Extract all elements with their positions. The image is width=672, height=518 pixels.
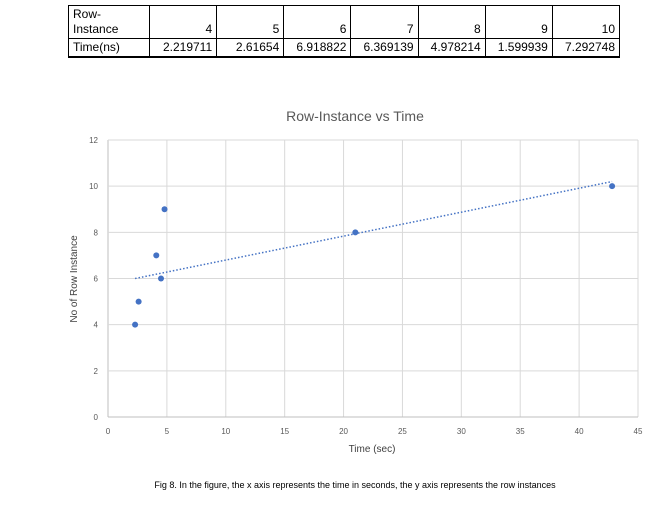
row-instance-row: Row- Instance 4 5 6 7 8 9 10 [68, 5, 621, 39]
data-point [153, 252, 160, 259]
row-instance-header: Row- Instance [68, 5, 150, 39]
x-axis-label: Time (sec) [349, 444, 396, 455]
data-point [135, 298, 142, 305]
time-row: Time(ns) 2.219711 2.61654 6.918822 6.369… [68, 38, 621, 58]
y-tick-label: 2 [94, 367, 99, 376]
data-point [609, 183, 616, 190]
x-tick-label: 30 [457, 427, 466, 436]
x-tick-label: 15 [280, 427, 289, 436]
y-tick-label: 8 [94, 228, 99, 237]
data-table: Row- Instance 4 5 6 7 8 9 10 Time(ns) 2.… [68, 5, 621, 58]
chart-title: Row-Instance vs Time [286, 108, 424, 124]
x-tick-label: 5 [165, 427, 170, 436]
x-tick-label: 40 [575, 427, 584, 436]
y-tick-label: 4 [94, 321, 99, 330]
gridlines [107, 139, 639, 418]
x-tick-label: 25 [398, 427, 407, 436]
data-point [158, 275, 164, 282]
row-instance-cell: 10 [551, 5, 621, 39]
data-points [132, 183, 616, 328]
time-header: Time(ns) [68, 38, 150, 58]
x-tick-label: 20 [339, 427, 348, 436]
time-cell: 6.369139 [350, 38, 419, 58]
x-tick-label: 10 [221, 427, 230, 436]
y-tick-label: 6 [94, 275, 99, 284]
row-instance-cell: 9 [484, 5, 553, 39]
row-instance-cell: 8 [417, 5, 486, 39]
row-instance-header-line2: Instance [73, 22, 119, 36]
figure-caption: Fig 8. In the figure, the x axis represe… [154, 480, 556, 490]
time-cell: 4.978214 [417, 38, 486, 58]
row-instance-cell: 4 [148, 5, 218, 39]
row-instance-cell: 7 [350, 5, 419, 39]
trendline [134, 180, 613, 280]
y-axis-label: No of Row Instance [69, 235, 80, 323]
data-point [352, 229, 359, 236]
row-instance-header-line1: Row- [73, 7, 102, 21]
y-tick-label: 10 [89, 182, 98, 191]
y-tick-label: 0 [94, 413, 99, 422]
data-point [161, 206, 168, 213]
time-cell: 6.918822 [283, 38, 352, 58]
y-tick-label: 12 [89, 136, 98, 145]
x-tick-label: 35 [516, 427, 525, 436]
x-tick-label: 0 [106, 427, 111, 436]
time-cell: 2.61654 [216, 38, 285, 58]
time-cell: 7.292748 [551, 38, 621, 58]
data-point [132, 321, 139, 328]
x-tick-label: 45 [634, 427, 643, 436]
tick-labels: 0 5 10 15 20 25 30 35 40 45 0 2 4 6 8 10 12 [89, 136, 643, 436]
